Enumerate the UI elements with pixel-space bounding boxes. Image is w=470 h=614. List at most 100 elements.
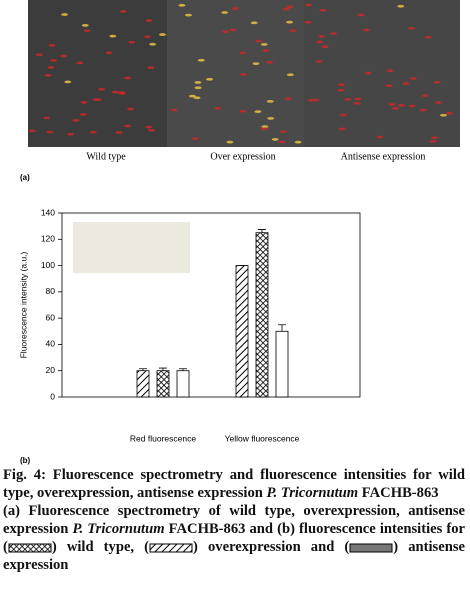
cell: [362, 28, 370, 32]
cell: [431, 136, 439, 140]
error-bar: [258, 229, 266, 233]
bar: [275, 330, 289, 398]
figure: Wild type Over expression Antisense expr…: [18, 0, 460, 465]
cell: [105, 51, 113, 55]
x-tick-label: Red fluorescence: [130, 433, 196, 443]
cell: [92, 98, 100, 101]
x-tick-label: Yellow fluorescence: [225, 433, 300, 443]
cell: [222, 30, 230, 34]
cell: [35, 53, 43, 57]
error-bar: [159, 367, 167, 371]
cell: [239, 109, 247, 113]
bar: [255, 232, 269, 398]
micrograph: [28, 0, 167, 147]
cell: [319, 8, 327, 12]
cell: [44, 73, 52, 77]
panel-label: Wild type: [86, 151, 126, 162]
cell: [127, 107, 135, 111]
cell: [178, 3, 186, 7]
cell: [421, 94, 429, 98]
cell: [64, 80, 72, 84]
cell: [81, 23, 89, 27]
cell: [338, 127, 346, 131]
cell: [321, 45, 329, 49]
cell: [149, 42, 157, 46]
swatch: [149, 543, 193, 553]
cell: [294, 140, 302, 144]
cell: [46, 130, 54, 134]
cell: [419, 108, 427, 112]
cell: [316, 40, 324, 44]
cell: [159, 33, 167, 36]
cell: [398, 103, 406, 107]
panel-label: Antisense expression: [341, 151, 426, 162]
cell: [145, 125, 153, 129]
text: P. Tricornutum: [72, 521, 165, 537]
cell: [226, 140, 234, 144]
cell: [79, 113, 87, 116]
error-bar: [179, 368, 187, 371]
cell: [392, 107, 400, 110]
chart: 0 20 40 60 80 100 120 140 Red fluorescence Yellow…: [41, 207, 361, 443]
cell: [128, 40, 136, 44]
cell: [144, 35, 152, 39]
cell: [252, 62, 260, 66]
panel-label: Over expression: [210, 151, 275, 162]
error-bar: [139, 368, 147, 371]
cell: [267, 116, 275, 120]
cell: [197, 58, 205, 62]
cell: [254, 110, 262, 114]
cell: [286, 73, 294, 77]
plot-frame: [61, 212, 361, 398]
cell: [124, 76, 132, 80]
cell: [260, 127, 268, 131]
cell: [402, 82, 410, 85]
text: (a) Fluorescence spectrometry of wild ty…: [3, 503, 465, 537]
cell: [261, 125, 269, 129]
cell: [409, 77, 417, 80]
y-tick-label: 20: [46, 365, 56, 375]
text: FACHB-863 and (b) fluorescence intensiti…: [3, 521, 465, 555]
y-tick-label: 100: [41, 260, 55, 270]
cell: [119, 10, 127, 13]
micrograph: [167, 0, 304, 147]
cell: [386, 69, 394, 73]
y-tick-label: 40: [46, 339, 56, 349]
cell: [145, 19, 153, 22]
cell: [255, 39, 263, 43]
cell: [354, 97, 362, 101]
cell: [435, 101, 443, 104]
cell: [266, 60, 274, 64]
y-tick-label: 0: [50, 391, 55, 401]
cell: [330, 32, 338, 35]
cell: [364, 71, 372, 75]
cell: [353, 101, 361, 105]
cell: [318, 35, 326, 38]
cell: [98, 87, 106, 91]
cell: [424, 35, 432, 39]
cell: [206, 77, 214, 81]
cell: [115, 131, 123, 134]
y-tick-label: 60: [46, 312, 56, 322]
cell: [147, 66, 155, 70]
legend: [73, 222, 190, 273]
cell: [50, 58, 58, 62]
panel-tag: (b): [20, 456, 31, 465]
cell: [214, 106, 222, 110]
cell: [60, 54, 68, 58]
cell: [80, 101, 88, 104]
cell: [147, 128, 155, 132]
cell: [76, 61, 84, 65]
y-axis-label: Fluorescence intensity (a.u.): [18, 251, 28, 358]
bar: [235, 265, 249, 398]
text: ) overexpression and (: [193, 539, 350, 555]
cell: [67, 132, 75, 136]
swatch: [349, 543, 393, 553]
y-tick-label: 80: [46, 286, 56, 296]
cell: [239, 51, 247, 55]
cell: [239, 73, 247, 76]
cell: [337, 83, 345, 87]
cell: [266, 99, 274, 103]
bar: [156, 370, 170, 398]
